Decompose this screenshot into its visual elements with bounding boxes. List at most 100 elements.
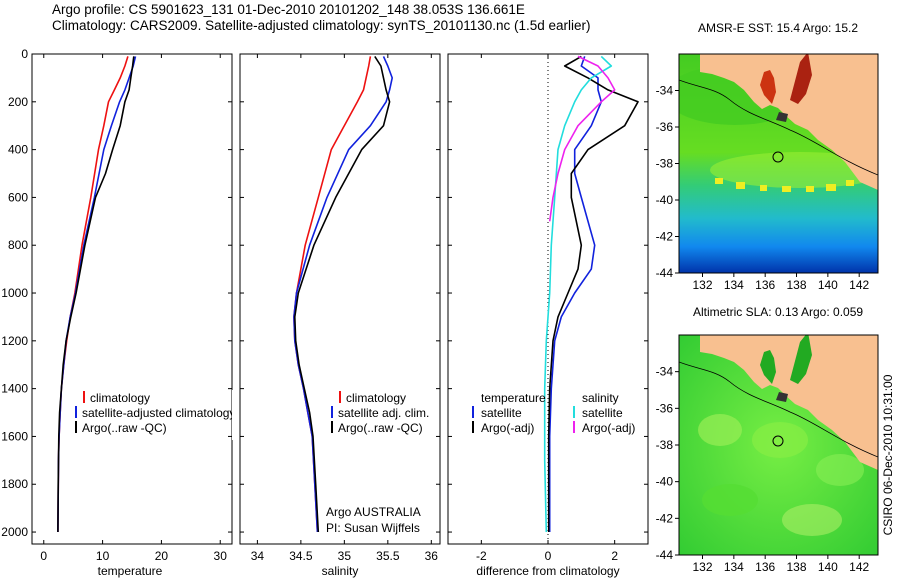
map-x-tick-label: 142 (849, 560, 869, 574)
temperature-axes (31, 53, 233, 545)
legend-label-sal-satellite: satellite (582, 406, 623, 420)
x-tick-label: 10 (96, 549, 110, 563)
map-y-tick-label: -36 (656, 120, 674, 134)
land-australia (700, 54, 878, 190)
map-x-tick-label: 132 (692, 278, 712, 292)
salinity-panel: salinity 34 34.5 35 35.5 36 (239, 53, 441, 578)
difference-legend: temperature satellite Argo(-adj) salinit… (472, 391, 635, 435)
x-tick-label: 20 (155, 549, 169, 563)
legend-label-climatology: climatology (346, 391, 406, 405)
y-tick-label: 1200 (1, 334, 28, 348)
sla-blob (698, 414, 742, 446)
map-x-tick-label: 142 (849, 278, 869, 292)
salinity-xlabel: salinity (322, 564, 359, 578)
bathymetry-contour (679, 79, 878, 176)
map-y-tick-label: -42 (656, 511, 674, 525)
sla-blob (816, 454, 864, 486)
x-tick-label: 2 (611, 549, 618, 563)
argo-position-marker (772, 435, 784, 447)
map-x-tick-label: 136 (755, 560, 775, 574)
map-y-tick-label: -38 (656, 157, 674, 171)
temperature-panel: temperature 0 10 20 30 0 200 400 600 800 1000 1200… (1, 47, 233, 578)
map-y-tick-label: -36 (656, 401, 674, 415)
x-tick-label: 35.5 (376, 549, 400, 563)
series-line-temperature-satellite (548, 56, 603, 532)
y-tick-label: 1600 (1, 429, 28, 443)
y-tick-label: 600 (8, 190, 28, 204)
bathymetry-contour (679, 361, 878, 458)
legend-label-temp-argo: Argo(-adj) (481, 421, 534, 435)
sst-front-dots (715, 178, 854, 192)
land-gulf-water (790, 335, 812, 384)
header-line-1: Argo profile: CS 5901623_131 01-Dec-2010… (52, 2, 525, 17)
sst-map-panel: AMSR-E SST: 15.4 Argo: 15.2 (678, 21, 879, 274)
map-x-tick-label: 138 (787, 278, 807, 292)
legend-heading-temperature: temperature (481, 391, 546, 405)
series-line-satellite-adj-clim- (293, 56, 394, 533)
x-tick-label: -2 (476, 549, 487, 563)
annotation-argo-australia: Argo AUSTRALIA (326, 505, 421, 519)
y-tick-label: 400 (8, 143, 28, 157)
x-tick-label: 35 (338, 549, 352, 563)
map-x-tick-label: 140 (818, 560, 838, 574)
header-line-2: Climatology: CARS2009. Satellite-adjuste… (52, 18, 591, 33)
legend-label-satellite: satellite adj. clim. (338, 406, 429, 420)
map-y-tick-label: -44 (656, 548, 674, 562)
argo-position-marker (772, 151, 784, 163)
side-timestamp-label: CSIRO 06-Dec-2010 10:31:00 (881, 374, 895, 535)
x-tick-label: 36 (425, 549, 439, 563)
y-tick-label: 0 (21, 47, 28, 61)
y-tick-label: 1800 (1, 477, 28, 491)
series-line-argo-raw-qc- (293, 55, 391, 533)
sla-map-panel: Altimetric SLA: 0.13 Argo: 0.059 (678, 305, 879, 556)
map-y-tick-label: -34 (656, 84, 674, 98)
y-tick-label: 2000 (1, 525, 28, 539)
temperature-legend: climatology satellite-adjusted climatolo… (75, 391, 235, 435)
kangaroo-island (776, 392, 788, 402)
legend-label-argo: Argo(..raw -QC) (82, 421, 167, 435)
x-tick-label: 0 (40, 549, 47, 563)
map-y-tick-label: -42 (656, 230, 674, 244)
series-line-temperature-argo-adj- (547, 55, 639, 532)
series-line-salinity-satellite (543, 55, 613, 533)
temperature-xlabel: temperature (98, 564, 163, 578)
map-y-tick-label: -40 (656, 193, 674, 207)
salinity-axes-left-edge (239, 54, 241, 544)
land-hot-peninsula (790, 54, 812, 104)
y-tick-label: 1000 (1, 286, 28, 300)
map-x-tick-label: 134 (724, 560, 744, 574)
map-x-tick-label: 132 (692, 560, 712, 574)
map-y-tick-label: -34 (656, 365, 674, 379)
map-y-tick-label: -40 (656, 475, 674, 489)
x-tick-label: 34 (251, 549, 265, 563)
annotation-pi: PI: Susan Wijffels (326, 521, 420, 535)
legend-heading-salinity: salinity (582, 391, 619, 405)
map-y-tick-label: -44 (656, 266, 674, 280)
kangaroo-island (776, 112, 788, 122)
sla-blob (752, 422, 808, 458)
x-tick-label: 0 (545, 549, 552, 563)
x-tick-label: 34.5 (289, 549, 313, 563)
legend-overflow-mask (232, 390, 240, 440)
sla-blob (702, 484, 758, 516)
difference-panel: difference from climatology -2 0 2 (447, 53, 649, 578)
map-x-tick-label: 136 (755, 278, 775, 292)
series-line-salinity-argo-adj- (548, 55, 616, 222)
sla-map-title: Altimetric SLA: 0.13 Argo: 0.059 (693, 305, 863, 319)
y-tick-label: 200 (8, 95, 28, 109)
x-tick-label: 30 (214, 549, 228, 563)
land-australia (700, 335, 878, 470)
legend-label-argo: Argo(..raw -QC) (338, 421, 423, 435)
legend-label-sal-argo: Argo(-adj) (582, 421, 635, 435)
legend-label-climatology: climatology (90, 391, 150, 405)
salinity-legend: climatology satellite adj. clim. Argo(..… (326, 391, 429, 535)
land-hot-gulf (760, 70, 776, 104)
map-x-tick-label: 134 (724, 278, 744, 292)
sst-front-band (710, 152, 878, 188)
map-x-tick-label: 140 (818, 278, 838, 292)
y-tick-label: 800 (8, 238, 28, 252)
difference-xlabel: difference from climatology (476, 564, 619, 578)
map-x-tick-label: 138 (787, 560, 807, 574)
land-gulf-water (760, 350, 776, 384)
